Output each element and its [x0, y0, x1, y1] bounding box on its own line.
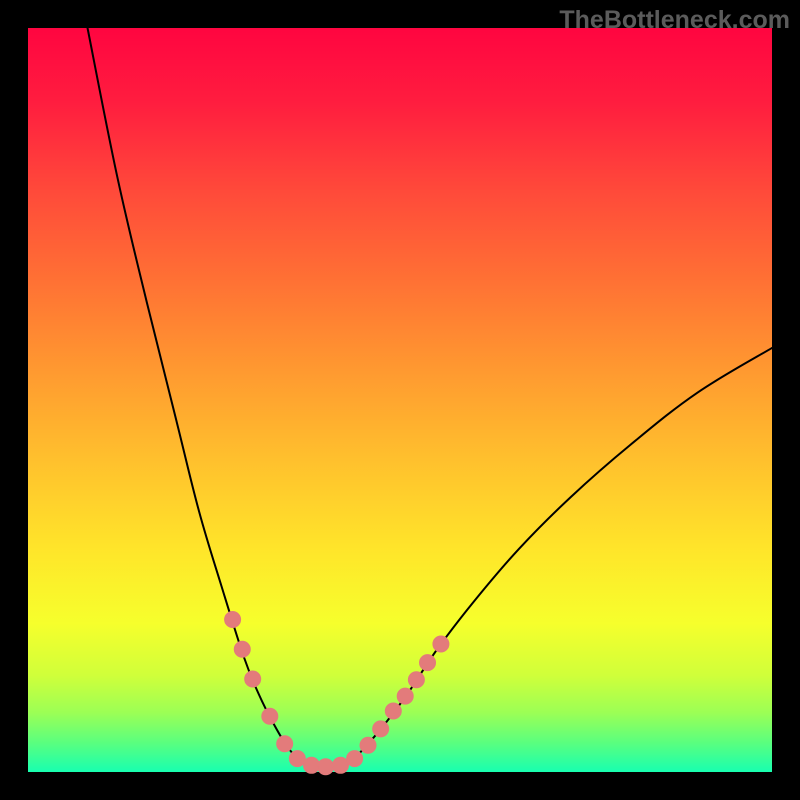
curve-marker: [318, 759, 334, 775]
curve-marker: [433, 636, 449, 652]
curve-marker: [373, 721, 389, 737]
gradient-background: [28, 28, 772, 772]
curve-marker: [397, 688, 413, 704]
curve-marker: [245, 671, 261, 687]
curve-marker: [360, 737, 376, 753]
curve-marker: [347, 751, 363, 767]
chart-frame: TheBottleneck.com: [0, 0, 800, 800]
curve-marker: [225, 611, 241, 627]
curve-marker: [420, 655, 436, 671]
curve-marker: [289, 751, 305, 767]
curve-marker: [303, 757, 319, 773]
curve-marker: [385, 703, 401, 719]
bottleneck-curve-chart: [0, 0, 800, 800]
curve-marker: [277, 736, 293, 752]
watermark-text: TheBottleneck.com: [559, 6, 790, 35]
curve-marker: [332, 757, 348, 773]
curve-marker: [408, 672, 424, 688]
curve-marker: [234, 641, 250, 657]
curve-marker: [262, 708, 278, 724]
